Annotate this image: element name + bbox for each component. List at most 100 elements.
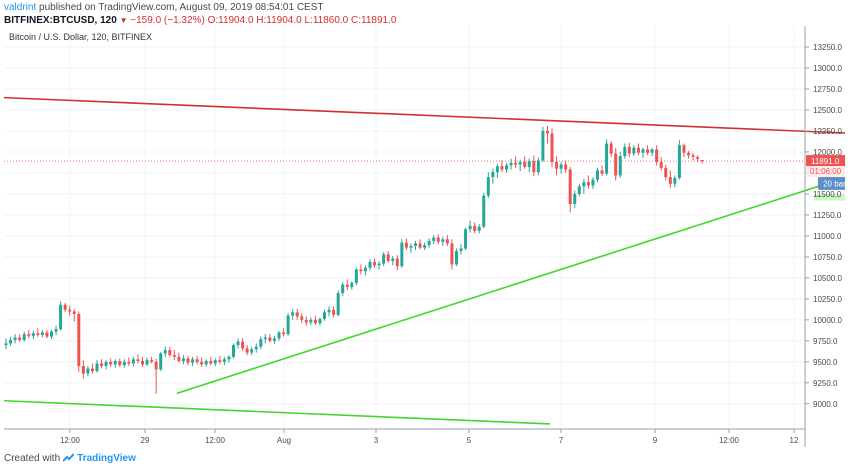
- candle-body: [318, 319, 322, 324]
- candlestick-chart[interactable]: 20 bars, 1d 16h 9000.0 9250.0 9500.0 9750.0…: [0, 26, 850, 447]
- y-tick-label: 13250.0: [813, 43, 842, 52]
- x-tick-label: 3: [374, 436, 379, 445]
- candle-body: [282, 332, 286, 335]
- candle-body: [141, 360, 144, 365]
- candle-body: [541, 130, 545, 161]
- candle-body: [145, 360, 149, 365]
- candle-body: [122, 361, 126, 366]
- candle-body: [9, 340, 13, 344]
- candle-body: [18, 337, 22, 341]
- candle-body: [391, 258, 395, 262]
- candle-body: [623, 146, 627, 157]
- candle-body: [646, 149, 650, 153]
- candle-body: [618, 156, 622, 176]
- candle-body: [691, 155, 695, 157]
- candle-body: [241, 341, 245, 349]
- candle-body: [272, 338, 276, 341]
- candle-body: [696, 156, 700, 159]
- candle-body: [418, 243, 422, 248]
- y-tick-label: 9750.0: [813, 337, 838, 346]
- candle-body: [245, 348, 249, 353]
- candle-body: [445, 239, 449, 244]
- candle-body: [605, 143, 609, 174]
- candle-body: [300, 316, 304, 320]
- candle-body: [687, 152, 690, 156]
- candle-body: [31, 333, 35, 336]
- footer: Created with TradingView: [4, 453, 136, 464]
- projection-range-box: [813, 193, 850, 201]
- candle-body: [263, 337, 267, 340]
- candle-body: [259, 339, 263, 347]
- candle-body: [350, 282, 354, 288]
- candle-body: [104, 361, 108, 367]
- candle-body: [627, 146, 631, 154]
- candle-body: [354, 269, 358, 283]
- y-tick-label: 10500.0: [813, 274, 842, 283]
- candle-body: [436, 237, 440, 242]
- candle-body: [327, 309, 331, 313]
- y-tick-label: 10000.0: [813, 316, 842, 325]
- candle-body: [518, 162, 522, 165]
- author-name[interactable]: valdrint: [4, 2, 37, 13]
- candle-body: [54, 329, 58, 332]
- candle-body: [555, 162, 559, 169]
- candle-body: [409, 245, 413, 248]
- countdown-label: 01:06:00: [810, 167, 842, 176]
- candle-body: [232, 345, 235, 357]
- candle-body: [127, 361, 131, 364]
- candle-body: [564, 164, 568, 170]
- candle-body: [636, 147, 640, 153]
- tradingview-brand[interactable]: TradingView: [77, 453, 136, 464]
- candle-body: [200, 361, 204, 365]
- candle-body: [450, 243, 454, 265]
- candle-body: [304, 319, 308, 323]
- candle-body: [614, 153, 618, 176]
- candle-body: [373, 261, 377, 266]
- candle-body: [213, 360, 217, 364]
- candle-body: [677, 145, 681, 178]
- candle-body: [345, 284, 349, 288]
- candle-body: [404, 242, 408, 248]
- candle-body: [454, 251, 458, 265]
- candle-body: [500, 166, 504, 170]
- candle-body: [632, 147, 636, 154]
- candle-body: [591, 179, 595, 186]
- candle-body: [159, 353, 163, 370]
- candle-body: [395, 258, 399, 267]
- candle-body: [323, 312, 326, 320]
- y-tick-label: 9250.0: [813, 379, 838, 388]
- candle-body: [668, 177, 672, 184]
- trendline-support-lower: [0, 399, 551, 425]
- countdown-label-bg: [806, 166, 845, 178]
- candle-body: [527, 161, 531, 168]
- candle-body: [377, 263, 381, 266]
- candle-body: [495, 166, 499, 173]
- candle-body: [63, 304, 67, 310]
- candle-body: [536, 160, 540, 173]
- x-tick-label: Aug: [277, 436, 291, 445]
- published-line: valdrint published on TradingView.com, A…: [4, 2, 323, 13]
- candle-body: [72, 311, 76, 314]
- y-tick-label: 12000.0: [813, 148, 842, 157]
- candle-body: [22, 334, 26, 341]
- candle-body: [195, 359, 199, 362]
- candle-body: [582, 182, 586, 187]
- candle-body: [505, 165, 508, 170]
- candle-body: [486, 177, 490, 196]
- candle-body: [218, 360, 222, 362]
- x-tick-label: 12:00: [719, 436, 740, 445]
- candle-body: [40, 332, 44, 335]
- projection-tool: 20 bars, 1d 16h: [813, 176, 850, 201]
- y-tick-label: 10250.0: [813, 295, 842, 304]
- candle-body: [181, 358, 185, 361]
- y-tick-label: 12500.0: [813, 106, 842, 115]
- y-tick-label: 10750.0: [813, 253, 842, 262]
- candle-body: [86, 368, 90, 374]
- candle-body: [596, 170, 599, 180]
- candle-body: [382, 254, 386, 264]
- candle-body: [568, 169, 572, 204]
- candle-body: [150, 360, 154, 362]
- candle-body: [359, 269, 363, 272]
- chart-area[interactable]: 20 bars, 1d 16h 9000.0 9250.0 9500.0 9750.0…: [0, 26, 850, 447]
- y-tick-label: 11000.0: [813, 232, 842, 241]
